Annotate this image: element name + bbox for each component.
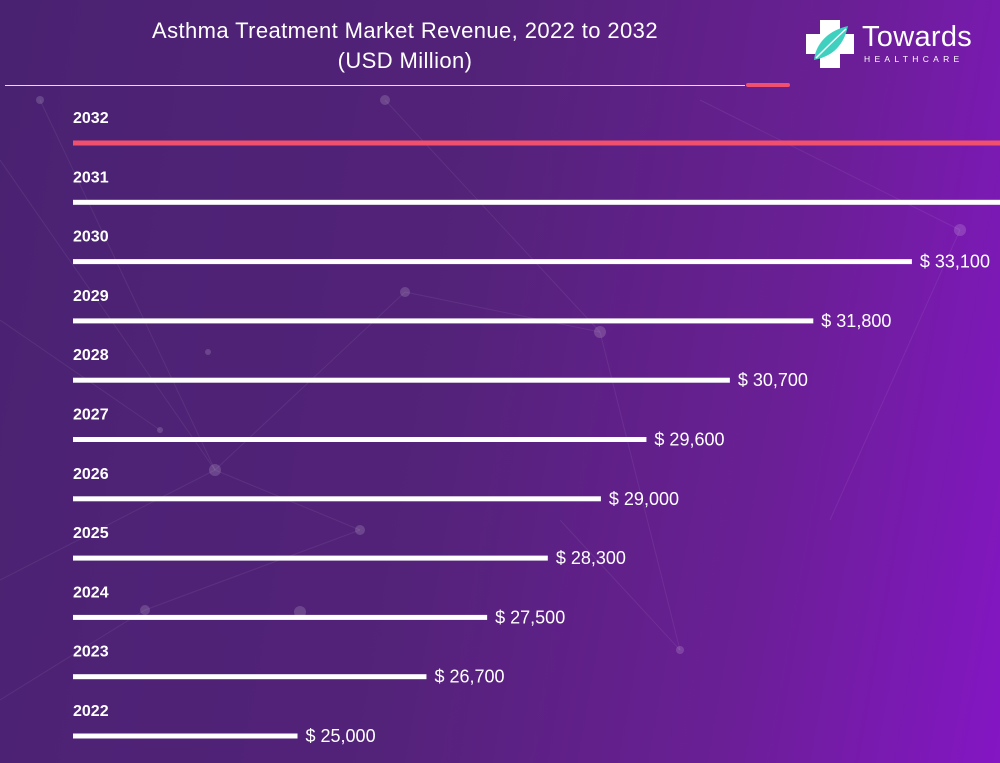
bar-2025 [73, 555, 548, 561]
year-label-2025: 2025 [73, 525, 109, 542]
value-label-2030: $ 33,100 [920, 252, 990, 272]
bar-2023 [73, 674, 427, 680]
year-label-2032: 2032 [73, 110, 109, 127]
title-divider-accent [746, 83, 790, 87]
year-label-2023: 2023 [73, 644, 109, 661]
value-label-2029: $ 31,800 [821, 311, 891, 331]
year-label-2030: 2030 [73, 229, 109, 246]
bar-2030 [73, 259, 912, 265]
bar-2022 [73, 733, 298, 739]
bar-2026 [73, 496, 601, 502]
value-label-2026: $ 29,000 [609, 489, 679, 509]
bar-2028 [73, 377, 730, 383]
value-label-2023: $ 26,700 [434, 667, 504, 687]
value-label-2024: $ 27,500 [495, 607, 565, 627]
medical-cross-leaf-icon [806, 20, 854, 68]
bar-2027 [73, 437, 647, 442]
bar-2031 [73, 199, 1000, 205]
year-label-2027: 2027 [73, 407, 109, 424]
year-label-2031: 2031 [73, 169, 109, 186]
year-label-2024: 2024 [73, 584, 109, 601]
logo-wordmark: Towards [862, 21, 973, 53]
chart-title-block: Asthma Treatment Market Revenue, 2022 to… [40, 16, 770, 76]
year-label-2026: 2026 [73, 466, 109, 483]
value-label-2027: $ 29,600 [654, 430, 724, 450]
chart-title: Asthma Treatment Market Revenue, 2022 to… [152, 18, 658, 43]
logo-subtitle: HEALTHCARE [864, 54, 964, 64]
bar-2024 [73, 614, 488, 620]
year-label-2028: 2028 [73, 347, 109, 364]
value-label-2022: $ 25,000 [306, 726, 376, 746]
bar-2029 [73, 318, 814, 324]
value-label-2025: $ 28,300 [556, 548, 626, 568]
value-label-2028: $ 30,700 [738, 370, 808, 390]
year-label-2022: 2022 [73, 703, 109, 720]
towards-healthcare-logo: Towards HEALTHCARE [804, 18, 994, 74]
bar-2032 [73, 140, 1000, 146]
year-label-2029: 2029 [73, 288, 109, 305]
title-divider [5, 85, 745, 86]
chart-subtitle: (USD Million) [337, 48, 473, 73]
